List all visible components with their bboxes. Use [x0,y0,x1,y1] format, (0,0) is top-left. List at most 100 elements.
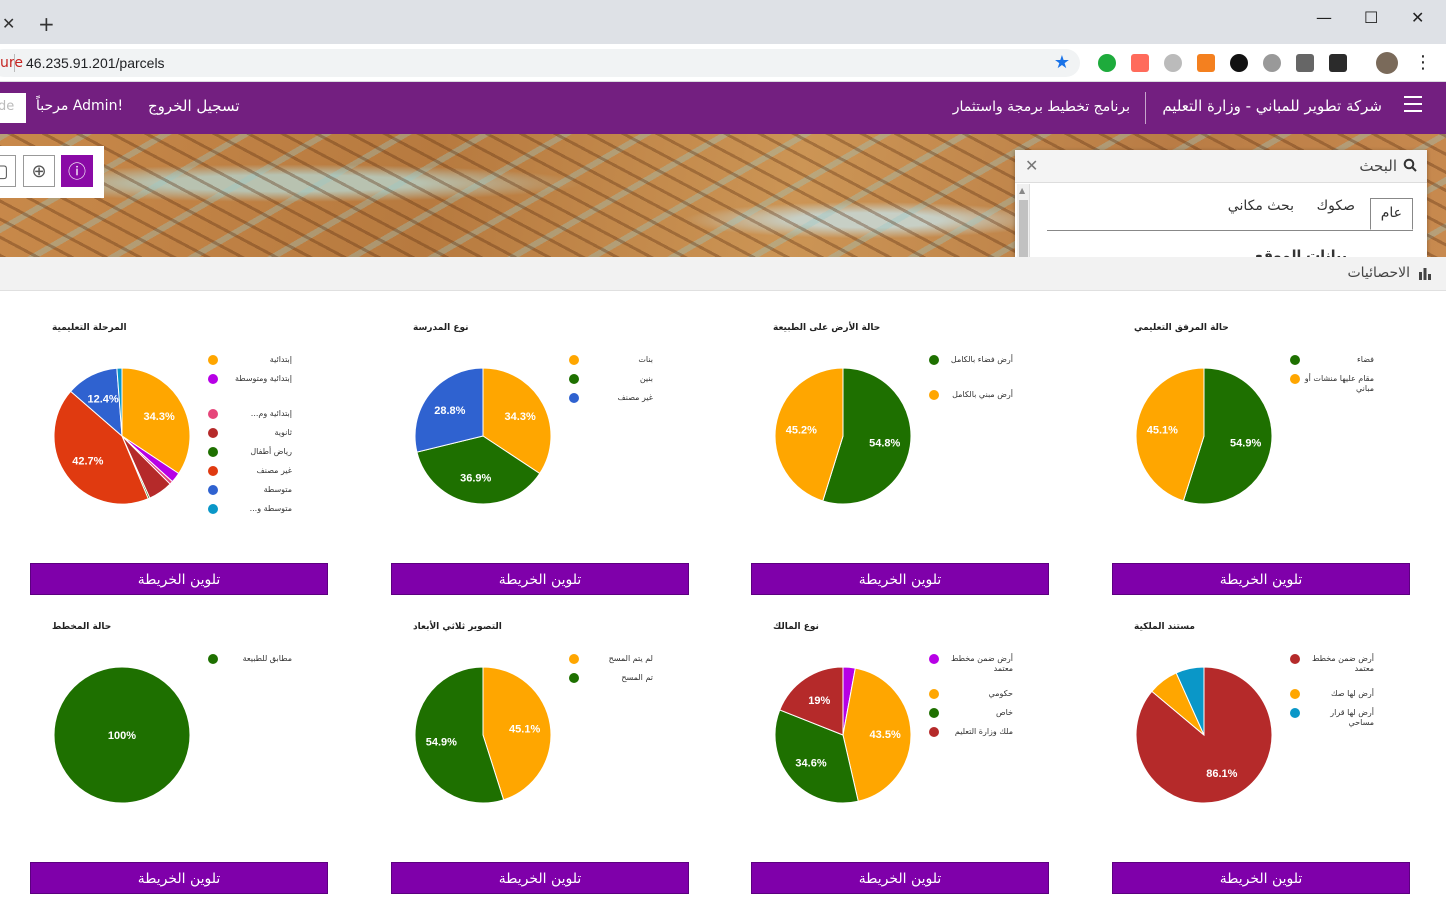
info-icon[interactable]: ⓘ [61,155,93,187]
pie-slice[interactable] [53,666,191,804]
pie-slice[interactable] [842,667,912,802]
legend-item[interactable]: أرض لها قرار مساحي [1290,708,1386,738]
legend-swatch [929,689,939,699]
pie-slice[interactable] [1135,367,1205,502]
circle-extension-icon[interactable] [1164,54,1182,72]
window-close-button[interactable]: ✕ [1411,8,1425,27]
url-text[interactable]: 46.235.91.201/parcels [26,55,165,71]
pie-slice[interactable] [822,367,912,505]
statistics-bar: الاحصائيات [0,257,1446,291]
check-extension-icon[interactable] [1329,54,1347,72]
color-map-button[interactable]: تلوين الخريطة [751,862,1049,894]
legend-label: بنين [639,374,653,383]
pie-slice[interactable] [1175,666,1205,736]
pie-chart[interactable]: 43.5% 34.6% 19% [751,590,931,820]
image-extension-icon[interactable] [1197,54,1215,72]
legend-swatch [929,708,939,718]
logout-link[interactable]: تسجيل الخروج [148,97,240,115]
color-map-button[interactable]: تلوين الخريطة [1112,862,1410,894]
legend-item[interactable]: تم المسح [569,673,665,687]
color-map-button[interactable]: تلوين الخريطة [1112,563,1410,595]
map-tool-shape-icon[interactable]: ▢ [0,155,16,187]
tab-general[interactable]: عام [1369,198,1413,230]
legend-item[interactable]: ثانوية [208,428,304,442]
bar-chart-icon [1419,268,1431,280]
chart-panel: المرحلة التعليمية 34.3% 42.7% 12.4% إبتدائية… [30,291,330,595]
legend-item[interactable]: ملك وزارة التعليم [929,727,1025,757]
pie-slice[interactable] [1182,367,1273,505]
color-map-button[interactable]: تلوين الخريطة [391,563,689,595]
globe-extension-icon[interactable] [1263,54,1281,72]
chart-title: نوع المالك [773,622,819,632]
cast-extension-icon[interactable] [1131,54,1149,72]
pie-slice[interactable] [416,435,541,505]
chart-legend: أرض ضمن مخطط معتمد أرض لها صك أرض لها قرار… [1290,654,1386,743]
tab-spatial-search[interactable]: بحث مكاني [1227,198,1294,214]
legend-item[interactable]: إبتدائية [208,355,304,369]
security-label[interactable]: ure [0,55,23,71]
header-input[interactable]: de [0,93,26,123]
pie-chart[interactable]: 54.8% 45.2% [751,291,931,521]
pie-slice[interactable] [1135,666,1273,804]
crosshair-icon[interactable]: ⊕ [23,155,55,187]
legend-item[interactable]: فضاء [1290,355,1386,369]
pie-chart[interactable]: 100% [30,590,210,820]
tab-close-icon[interactable]: ✕ [2,14,16,33]
legend-item[interactable]: خاص [929,708,1025,722]
pie-slice[interactable] [53,390,149,505]
legend-item[interactable]: مقام عليها منشات أو مباني [1290,374,1386,404]
pie-slice[interactable] [774,367,844,502]
address-divider [14,54,15,72]
section-heading: بيانات الموقع [1254,248,1347,257]
pie-chart[interactable]: 45.1% 54.9% [391,590,571,820]
legend-item[interactable]: غير مصنف [569,393,665,407]
pie-slice[interactable] [482,666,552,801]
legend-item[interactable]: متوسطة [208,485,304,499]
legend-item[interactable]: بنات [569,355,665,369]
color-map-button[interactable]: تلوين الخريطة [751,563,1049,595]
legend-item[interactable]: غير مصنف [208,466,304,480]
legend-item[interactable]: أرض فضاء بالكامل [929,355,1025,385]
browser-menu-icon[interactable]: ⋮ [1414,52,1432,73]
color-map-button[interactable]: تلوين الخريطة [391,862,689,894]
pie-slice[interactable] [116,367,123,437]
slice-value-label: 43.5% [870,729,901,741]
pie-slice[interactable] [779,666,844,736]
legend-item[interactable]: لم يتم المسح [569,654,665,668]
new-tab-button[interactable]: + [38,12,55,36]
pie-chart[interactable]: 86.1% [1112,590,1292,820]
address-bar[interactable]: ure 46.235.91.201/parcels ★ [0,49,1080,77]
legend-item[interactable]: إبتدائية وم... [208,409,304,423]
bookmark-star-icon[interactable]: ★ [1053,52,1070,73]
legend-label: ملك وزارة التعليم [954,727,1013,736]
grammarly-extension-icon[interactable] [1098,54,1116,72]
legend-item[interactable]: أرض ضمن مخطط معتمد [929,654,1025,684]
maximize-button[interactable]: ☐ [1364,8,1379,27]
legend-item[interactable]: بنين [569,374,665,388]
legend-item[interactable]: حكومي [929,689,1025,703]
search-scrollbar[interactable]: ▲ [1017,184,1030,257]
profile-avatar[interactable] [1376,52,1398,74]
pie-slice[interactable] [414,666,505,804]
color-map-button[interactable]: تلوين الخريطة [30,563,328,595]
camera-extension-icon[interactable] [1296,54,1314,72]
legend-item[interactable]: أرض لها صك [1290,689,1386,703]
legend-item[interactable]: إبتدائية ومتوسطة [208,374,304,404]
pie-chart[interactable]: 34.3% 42.7% 12.4% [30,291,210,521]
pie-chart[interactable]: 54.9% 45.1% [1112,291,1292,521]
close-icon[interactable]: ✕ [1025,156,1039,175]
scroll-up-icon[interactable]: ▲ [1019,186,1026,195]
hamburger-menu-icon[interactable] [1404,96,1422,114]
pie-chart[interactable]: 34.3% 36.9% 28.8% [391,291,571,521]
legend-item[interactable]: مطابق للطبيعة [208,654,304,668]
minimize-button[interactable]: — [1316,8,1332,27]
pie-slice[interactable] [414,367,484,453]
legend-item[interactable]: متوسطة و... [208,504,304,518]
color-map-button[interactable]: تلوين الخريطة [30,862,328,894]
legend-item[interactable]: أرض مبني بالكامل [929,390,1025,420]
tab-deeds[interactable]: صكوك [1316,198,1355,214]
play-extension-icon[interactable] [1230,54,1248,72]
legend-item[interactable]: رياض أطفال [208,447,304,461]
scroll-thumb[interactable] [1019,200,1028,257]
legend-item[interactable]: أرض ضمن مخطط معتمد [1290,654,1386,684]
